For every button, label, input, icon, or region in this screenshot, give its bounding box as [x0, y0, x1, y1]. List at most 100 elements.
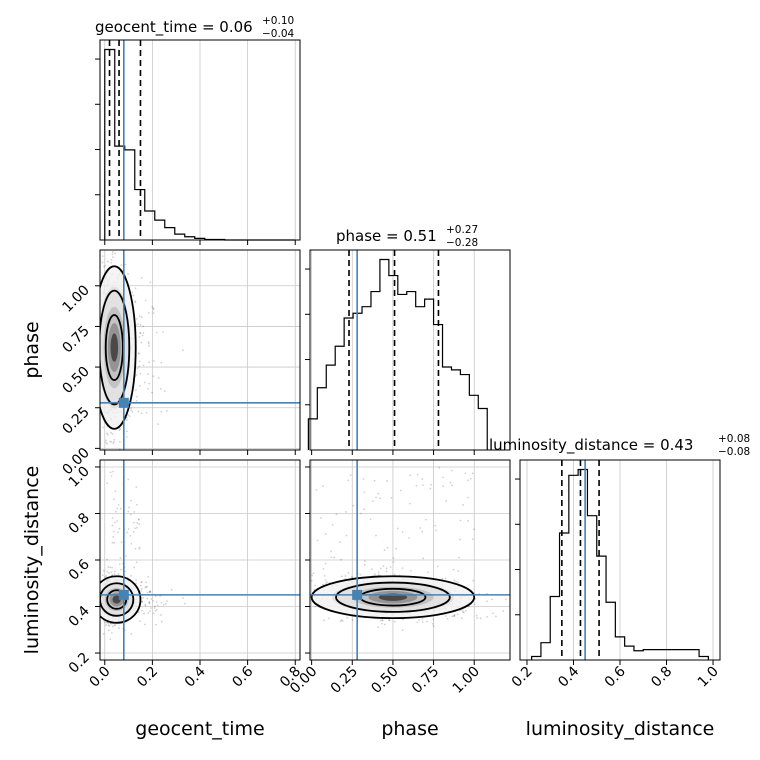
sample-point [352, 504, 355, 507]
sample-point [154, 609, 157, 612]
sample-point [422, 557, 425, 560]
sample-point [371, 568, 373, 571]
sample-point [395, 547, 398, 550]
sample-point [362, 477, 365, 480]
sample-point [421, 620, 424, 623]
sample-point [137, 352, 140, 354]
sample-point [181, 349, 184, 352]
sample-point [149, 590, 152, 593]
sample-point [137, 410, 140, 413]
sample-point [326, 581, 328, 583]
sample-point [147, 575, 150, 578]
sample-point [118, 527, 121, 530]
y-axis-label-luminosity-distance: luminosity_distance [21, 466, 43, 655]
sample-point [141, 601, 144, 603]
sample-point [140, 412, 143, 415]
sample-point [111, 247, 113, 249]
sample-point [113, 498, 115, 501]
sample-point [118, 440, 121, 443]
sample-point [125, 416, 128, 419]
sample-point [127, 478, 130, 481]
panel-2-2 [515, 460, 714, 665]
sample-point [474, 597, 477, 600]
sample-point [139, 331, 141, 334]
sample-point [314, 584, 317, 587]
sample-point [383, 549, 386, 552]
sample-point [322, 485, 324, 487]
contour-line [100, 582, 135, 617]
sample-point [379, 497, 382, 500]
sample-point [341, 620, 344, 622]
sample-point [377, 492, 380, 495]
panel-frame-2-1 [309, 459, 511, 661]
sample-point [135, 526, 138, 529]
sample-point [141, 600, 143, 603]
sample-point [145, 411, 148, 414]
sample-point [104, 264, 107, 267]
sample-point [322, 583, 324, 586]
title-phase: phase = 0.51 [336, 227, 437, 245]
sample-point [438, 466, 441, 469]
sample-point [110, 474, 113, 477]
sample-point [456, 613, 459, 616]
sample-point [473, 528, 475, 531]
sample-point [347, 571, 350, 574]
sample-point [114, 623, 117, 626]
sample-point [109, 566, 112, 569]
sample-point [125, 419, 128, 421]
sample-point [104, 439, 107, 442]
sample-point [152, 612, 155, 615]
sample-point [149, 607, 152, 609]
sample-point [304, 588, 306, 590]
x-tick-label: 1.00 [450, 664, 483, 697]
sample-point [444, 577, 447, 580]
sample-point [125, 430, 128, 433]
sample-point [134, 300, 136, 303]
title-luminosity-distance-plus: +0.08 [718, 433, 750, 445]
sample-point [350, 575, 353, 578]
sample-point [125, 454, 127, 456]
sample-point [163, 390, 166, 393]
sample-point [143, 455, 145, 457]
sample-point [142, 325, 145, 328]
title-geocent-time: geocent_time = 0.06 [95, 18, 253, 37]
sample-point [147, 311, 150, 314]
sample-point [479, 617, 482, 620]
sample-point [401, 531, 404, 533]
sample-point [377, 574, 380, 576]
sample-point [442, 485, 445, 488]
sample-point [120, 568, 123, 571]
sample-point [111, 433, 114, 435]
sample-point [130, 542, 133, 545]
sample-point [137, 518, 140, 521]
sample-point [110, 261, 113, 264]
sample-point [131, 411, 134, 413]
sample-point [117, 504, 120, 506]
sample-point [431, 622, 434, 625]
sample-point [106, 247, 108, 249]
sample-point [112, 535, 115, 538]
sample-point [135, 318, 138, 320]
sample-point [324, 579, 327, 581]
sample-point [134, 287, 137, 290]
sample-point [152, 307, 155, 310]
sample-point [401, 567, 404, 570]
sample-point [451, 484, 453, 487]
sample-point [349, 474, 352, 476]
sample-point [160, 614, 162, 616]
sample-point [475, 614, 478, 617]
sample-point [138, 315, 141, 318]
sample-point [148, 382, 151, 385]
sample-point [375, 534, 377, 537]
sample-point [347, 479, 350, 482]
x-tick-label: 0.6 [602, 663, 629, 690]
sample-point [128, 415, 131, 418]
sample-point [147, 612, 150, 614]
x-tick-label: 0.25 [328, 664, 361, 697]
y-tick-label: 0.75 [59, 323, 92, 356]
sample-point [105, 575, 108, 577]
sample-point [379, 567, 382, 570]
sample-point [422, 484, 424, 487]
sample-point [102, 426, 104, 429]
sample-point [105, 624, 107, 626]
